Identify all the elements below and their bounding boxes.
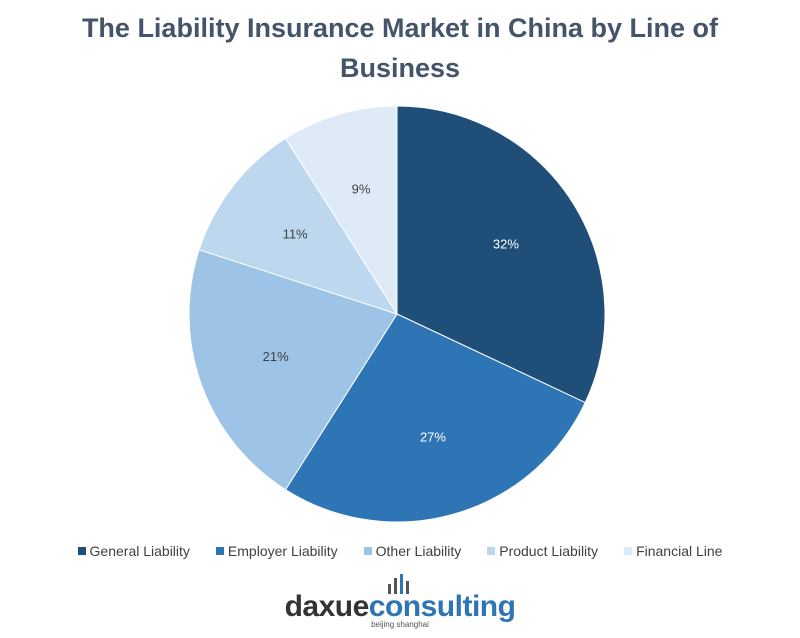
logo: daxueconsulting beijing shanghai: [0, 574, 800, 629]
logo-tagline: beijing shanghai: [371, 620, 429, 629]
legend-swatch: [487, 547, 496, 555]
pie-slice: [198, 137, 399, 315]
legend-swatch: [363, 547, 372, 555]
data-label: 21%: [263, 349, 289, 364]
legend-item: Other Liability: [363, 543, 462, 559]
legend-item: Product Liability: [487, 543, 598, 559]
legend-item: General Liability: [77, 543, 190, 559]
pie-slice: [284, 313, 586, 523]
data-label: 32%: [493, 236, 519, 251]
legend-label: General Liability: [89, 543, 190, 559]
legend-swatch: [77, 547, 86, 555]
legend-item: Employer Liability: [215, 543, 338, 559]
legend: General Liability Employer Liability Other…: [0, 543, 800, 559]
logo-part: consulting: [368, 590, 516, 623]
chart: 32% 27% 21% 11% 9%: [188, 105, 606, 523]
data-label: 9%: [352, 182, 371, 197]
legend-label: Other Liability: [375, 543, 462, 559]
pie-slice: [188, 249, 398, 491]
data-label: 27%: [420, 429, 446, 444]
logo-icon: [388, 574, 409, 594]
legend-swatch: [624, 547, 633, 555]
legend-label: Product Liability: [499, 543, 599, 559]
data-label: 11%: [283, 226, 308, 241]
legend-label: Employer Liability: [227, 543, 338, 559]
legend-item: Financial Line: [624, 543, 722, 559]
logo-part: daxue: [284, 590, 370, 623]
legend-label: Financial Line: [636, 543, 723, 559]
chart-title: The Liability Insurance Market in China …: [81, 13, 719, 83]
logo-text: daxueconsulting: [0, 590, 800, 624]
pie-slice: [284, 105, 398, 316]
pie-slice: [396, 105, 606, 404]
legend-swatch: [215, 547, 224, 555]
